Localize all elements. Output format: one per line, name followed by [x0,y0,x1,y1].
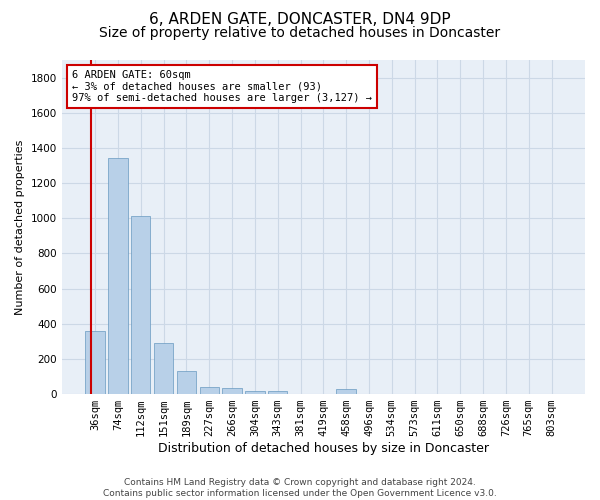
Bar [337,389,356,394]
Bar [223,388,242,394]
Bar [85,331,105,394]
Text: Size of property relative to detached houses in Doncaster: Size of property relative to detached ho… [100,26,500,40]
X-axis label: Distribution of detached houses by size in Doncaster: Distribution of detached houses by size … [158,442,489,455]
Text: 6, ARDEN GATE, DONCASTER, DN4 9DP: 6, ARDEN GATE, DONCASTER, DN4 9DP [149,12,451,28]
Text: Contains HM Land Registry data © Crown copyright and database right 2024.
Contai: Contains HM Land Registry data © Crown c… [103,478,497,498]
Y-axis label: Number of detached properties: Number of detached properties [15,140,25,314]
Bar [131,216,151,394]
Bar [108,158,128,394]
Bar [154,343,173,394]
Bar [200,387,219,394]
Bar [268,390,287,394]
Bar [245,390,265,394]
Bar [177,371,196,394]
Text: 6 ARDEN GATE: 60sqm
← 3% of detached houses are smaller (93)
97% of semi-detache: 6 ARDEN GATE: 60sqm ← 3% of detached hou… [72,70,372,103]
